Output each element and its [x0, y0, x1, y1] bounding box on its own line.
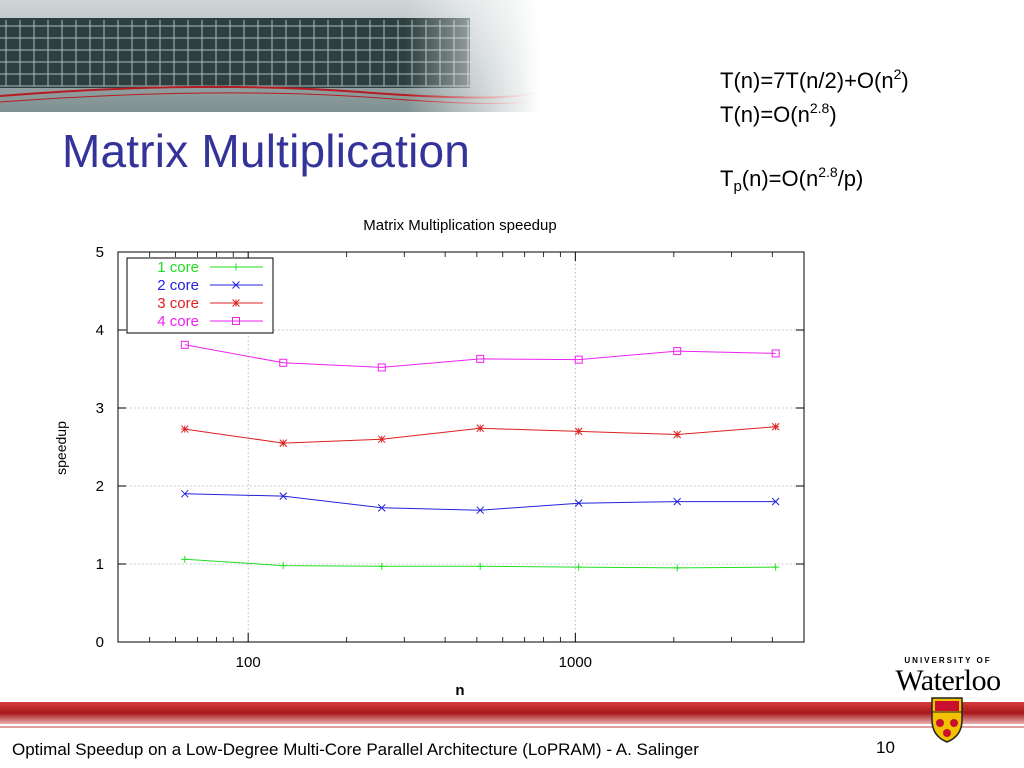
data-point: [574, 499, 583, 508]
formula-parallel: Tp(n)=O(n2.8/p): [720, 162, 909, 196]
data-point: [279, 492, 288, 500]
series-line: [184, 344, 776, 368]
logo-line2: Waterloo: [895, 664, 1001, 697]
formula-recurrence: T(n)=7T(n/2)+O(n2): [720, 64, 909, 98]
series-layer: [180, 340, 780, 572]
y-tick-label: 3: [96, 400, 104, 417]
data-point: [772, 563, 780, 571]
formula-text: ): [901, 68, 909, 93]
data-point: [279, 562, 287, 570]
data-point: [771, 497, 780, 506]
formula-solution: T(n)=O(n2.8): [720, 98, 909, 132]
formula-text: T(n)=O(n: [720, 102, 810, 127]
data-point: [476, 506, 485, 515]
footer-text: Optimal Speedup on a Low-Degree Multi-Co…: [12, 740, 699, 759]
formula-exponent: 2.8: [818, 164, 838, 180]
formula-exponent: 2.8: [809, 100, 830, 116]
formula-text: T: [720, 166, 734, 191]
data-point: [180, 489, 189, 498]
slide-title: Matrix Multiplication: [62, 125, 471, 177]
legend-label: 1 core: [157, 259, 199, 276]
data-point: [378, 562, 386, 570]
plot-frame: [117, 251, 805, 643]
data-point: [575, 563, 583, 571]
data-point: [279, 439, 288, 447]
legend-marker: [232, 263, 240, 271]
data-point: [377, 503, 386, 512]
legend-label: 2 core: [157, 277, 199, 294]
data-point: [377, 435, 386, 444]
formula-text: T(n)=7T(n/2)+O(n: [720, 68, 894, 93]
axes: 0 1 2 3 4 5 100 1000: [96, 244, 805, 671]
data-point: [377, 363, 386, 372]
header-banner-image: [0, 0, 540, 112]
data-point: [673, 564, 681, 572]
slide-number: 10: [876, 738, 895, 757]
data-point: [673, 497, 682, 506]
university-logo: UNIVERSITY OF Waterloo: [886, 656, 1010, 697]
formula-subscript: p: [733, 178, 742, 195]
data-point: [673, 347, 682, 356]
legend-marker: [232, 317, 240, 325]
series-line: [184, 493, 776, 511]
y-axis-label: speedup: [53, 421, 69, 475]
footer-band: [0, 702, 1024, 728]
data-point: [771, 349, 780, 358]
x-tick-label: 1000: [559, 654, 592, 671]
legend-marker: [232, 281, 240, 289]
data-point: [476, 562, 484, 570]
legend-label: 4 core: [157, 313, 199, 330]
y-tick-label: 5: [96, 244, 104, 261]
data-point: [279, 358, 288, 367]
speedup-chart: Matrix Multiplication speedup 0 1 2 3 4 5 100 1…: [53, 217, 805, 699]
data-point: [180, 425, 189, 433]
formula-text: ): [829, 102, 837, 127]
x-axis-label: n: [455, 682, 464, 699]
y-tick-label: 2: [96, 478, 104, 495]
formula-exponent: 2: [893, 66, 902, 82]
legend-label: 3 core: [157, 295, 199, 312]
data-point: [574, 427, 583, 436]
y-tick-label: 1: [96, 556, 104, 573]
shield-icon: [931, 697, 963, 743]
data-point: [476, 424, 485, 433]
legend-marker: [232, 299, 240, 307]
formula-text: /p): [837, 166, 864, 191]
data-point: [476, 354, 485, 363]
data-point: [180, 340, 189, 349]
chart-title: Matrix Multiplication speedup: [363, 217, 556, 234]
y-tick-label: 4: [96, 322, 104, 339]
legend-box: [126, 257, 274, 334]
logo-line1: UNIVERSITY OF: [904, 656, 992, 665]
formula-box: T(n)=7T(n/2)+O(n2) T(n)=O(n2.8) Tp(n)=O(…: [720, 64, 909, 196]
data-point: [181, 555, 189, 563]
data-point: [771, 422, 780, 431]
data-point: [574, 355, 583, 364]
x-tick-label: 100: [236, 654, 261, 671]
y-tick-label: 0: [96, 634, 104, 651]
data-point: [673, 430, 682, 439]
formula-text: (n)=O(n: [741, 166, 819, 191]
